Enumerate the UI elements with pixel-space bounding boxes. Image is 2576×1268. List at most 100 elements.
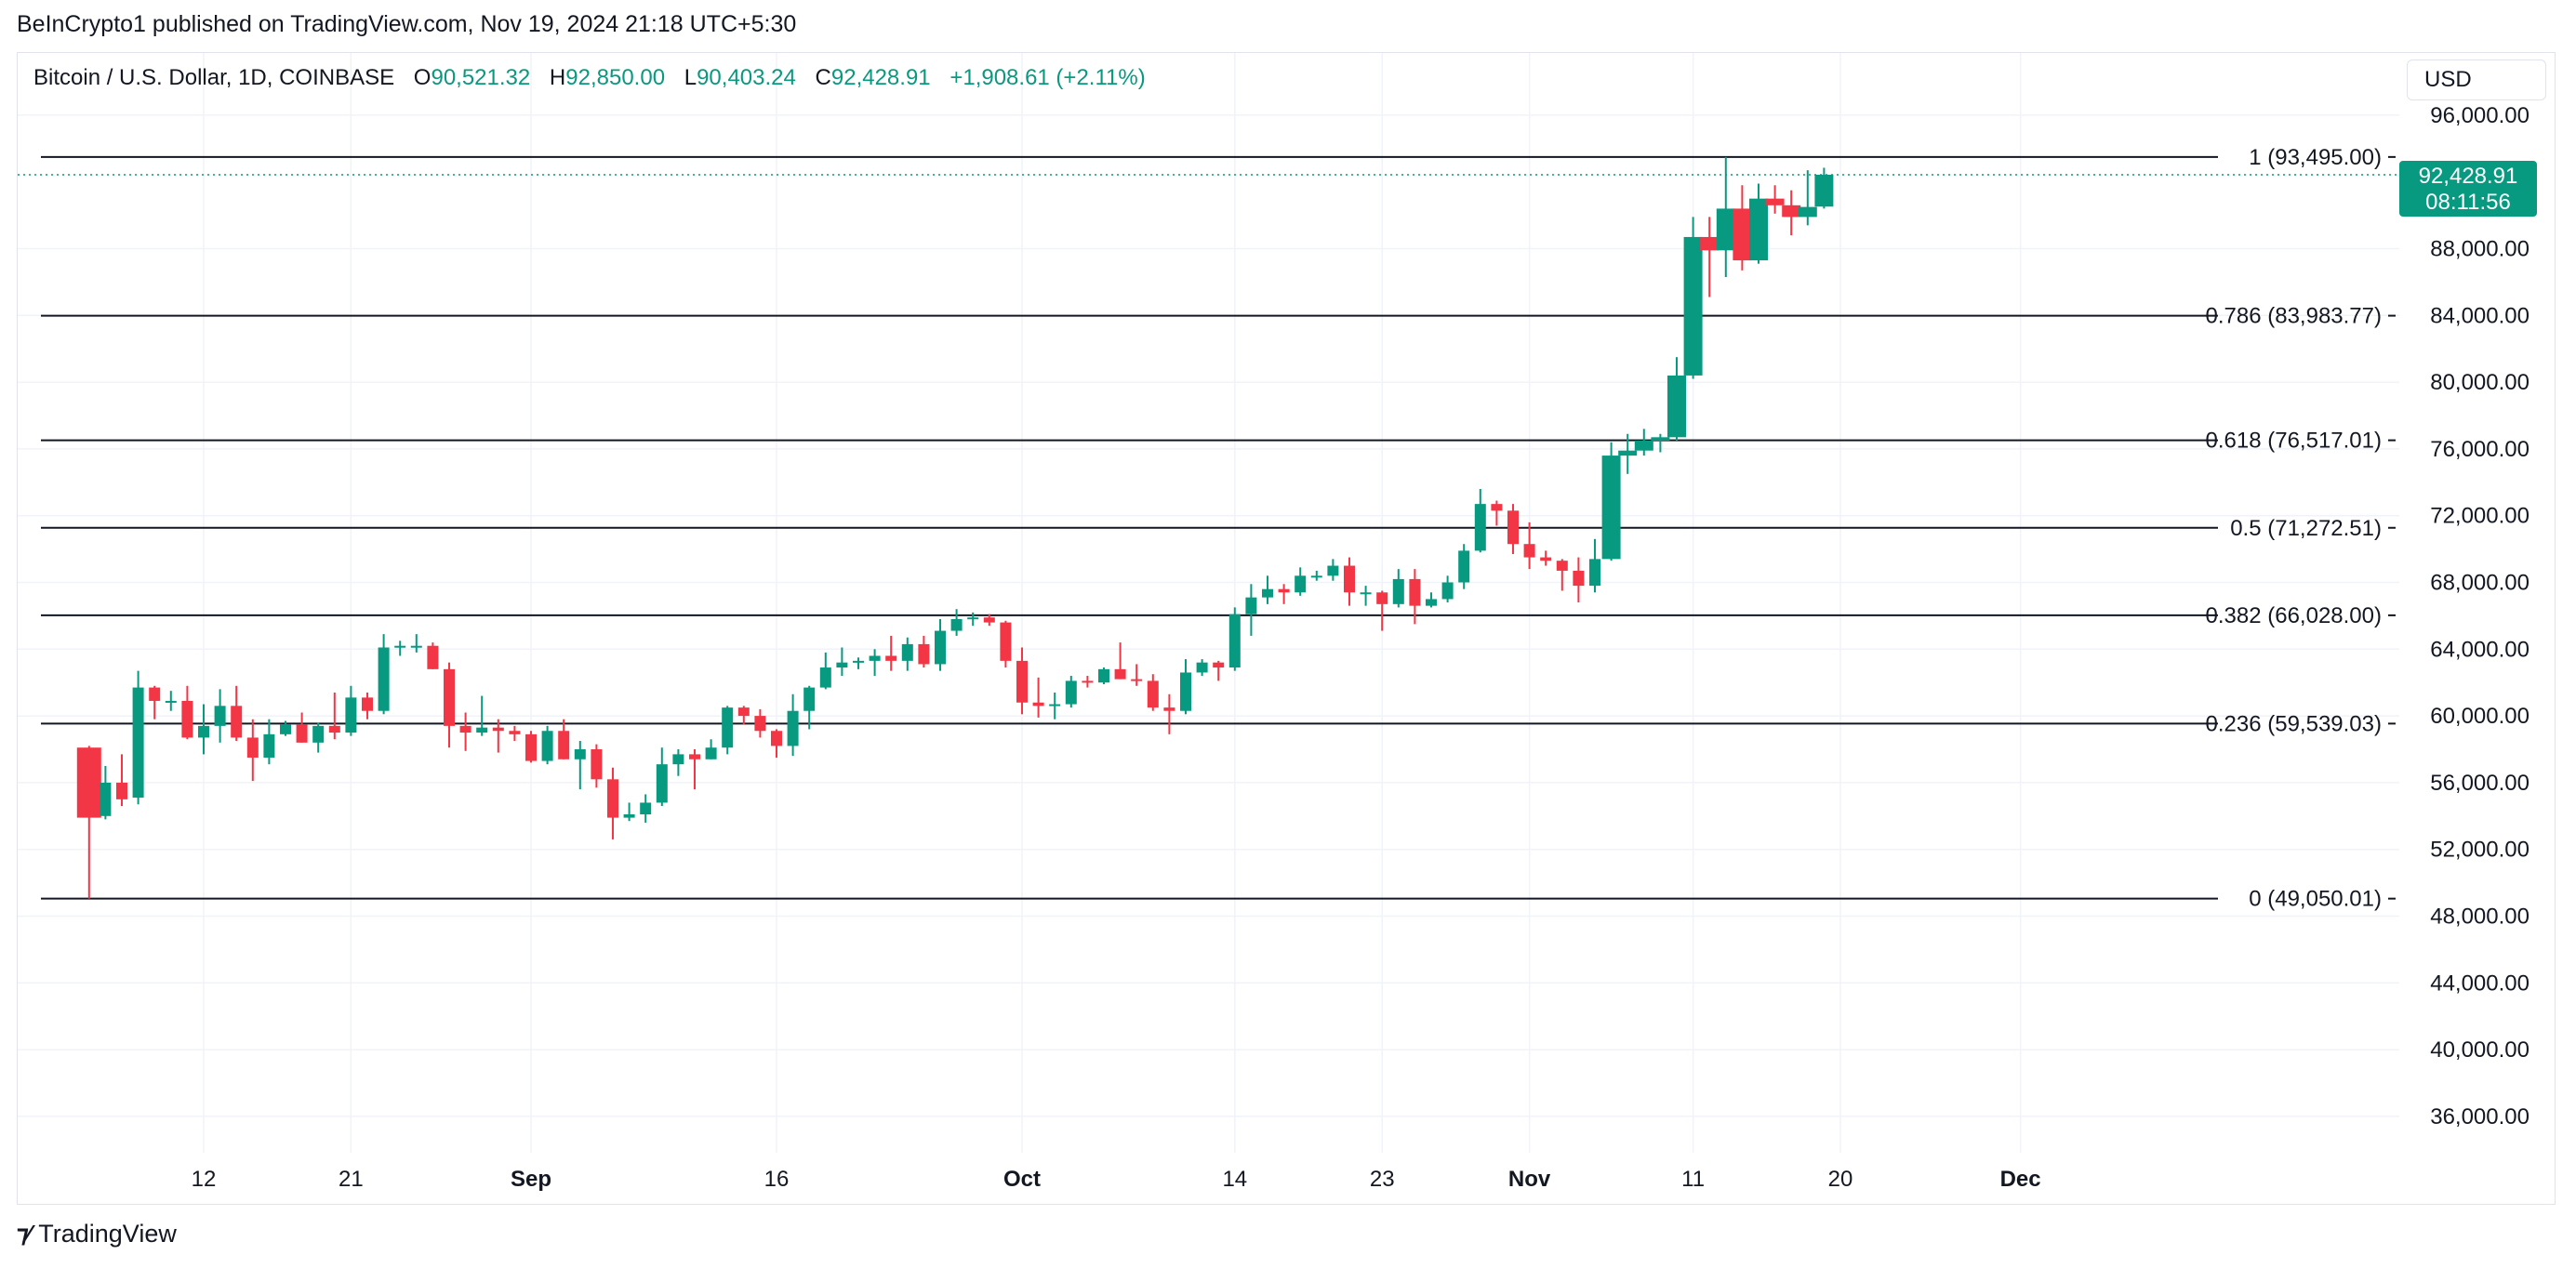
candle [1523, 522, 1535, 570]
candle [1409, 569, 1421, 625]
candle [1700, 217, 1720, 297]
candle [967, 612, 979, 627]
candle [1798, 170, 1817, 226]
currency-button[interactable]: USD [2407, 59, 2546, 100]
candle-body [1344, 565, 1355, 593]
candle-body [362, 697, 373, 711]
candle-body [492, 727, 504, 732]
candle-body [427, 645, 439, 669]
candle-body [296, 724, 308, 743]
candle-body [1491, 504, 1503, 511]
candle [362, 692, 373, 720]
candle [1634, 429, 1653, 456]
candle [1667, 357, 1686, 441]
candle [165, 691, 177, 711]
candle [1098, 667, 1109, 684]
publisher-line: BeInCrypto1 published on TradingView.com… [17, 11, 797, 37]
candle-body [1049, 704, 1061, 707]
candle-body [149, 687, 161, 701]
candle-body [1634, 440, 1653, 451]
candle-body [869, 655, 881, 661]
candle-body [607, 779, 618, 818]
candle-body [983, 617, 995, 623]
candle-body [541, 731, 553, 761]
candle [901, 637, 913, 671]
open-value: 90,521.32 [431, 65, 531, 90]
candle-body [1523, 544, 1535, 558]
candle [1245, 584, 1257, 636]
last-price-badge [2399, 161, 2537, 218]
candle [935, 618, 946, 671]
candle [1049, 692, 1061, 720]
candle-body [1196, 662, 1208, 673]
candle-body [918, 643, 930, 665]
price-tick-label: 56,000.00 [2430, 771, 2530, 796]
candle [263, 719, 275, 765]
time-tick-label: Oct [1003, 1167, 1041, 1192]
candle-body [312, 725, 325, 743]
candle-body [1667, 375, 1686, 438]
candle-body [853, 660, 864, 663]
candle-body [1245, 597, 1257, 614]
candle [1082, 676, 1094, 688]
candle-body [1262, 588, 1273, 598]
time-tick-label: 21 [339, 1167, 364, 1192]
candle-body [1749, 198, 1768, 261]
candle [1131, 664, 1143, 686]
time-tick-label: Nov [1508, 1167, 1551, 1192]
candle-body [950, 618, 963, 631]
candle [214, 689, 226, 743]
candle-body [1114, 668, 1126, 680]
candle-body [754, 716, 766, 732]
candle-body [967, 617, 979, 620]
brand-name[interactable]: TradingView [38, 1220, 177, 1248]
tradingview-logo-icon[interactable]: ⁊⁄ [17, 1220, 31, 1248]
candle [1601, 442, 1621, 561]
candle-body [1651, 437, 1670, 441]
candle-body [623, 814, 635, 818]
candle [1310, 570, 1322, 581]
candle-body [1426, 599, 1437, 606]
candle-body [1295, 575, 1307, 593]
close-label: C [815, 65, 831, 90]
candle-body [1733, 208, 1752, 261]
candle-body [689, 754, 700, 759]
time-tick-label: Sep [511, 1167, 551, 1192]
candle-body [1814, 175, 1834, 207]
high-label: H [549, 65, 566, 90]
candle-body [1016, 660, 1028, 703]
time-axis: 12 21 Sep 16 Oct 14 23 Nov 11 20 Dec [192, 1167, 2041, 1192]
candle [1540, 550, 1552, 566]
candle [198, 704, 209, 755]
candle-body [672, 754, 684, 765]
fib-label: 0.5 (71,272.51) [2230, 516, 2382, 541]
candle [181, 685, 193, 740]
candle-body [1147, 680, 1159, 708]
price-tick-label: 80,000.00 [2430, 370, 2530, 395]
countdown-value: 08:11:56 [2425, 190, 2511, 215]
time-tick-label: 14 [1222, 1167, 1247, 1192]
candle-body [100, 782, 112, 816]
candle [525, 731, 537, 763]
candle [1392, 569, 1404, 608]
candle-body [1032, 702, 1044, 707]
high-value: 92,850.00 [565, 65, 666, 90]
candle-body [935, 630, 946, 665]
candle-body [1589, 559, 1600, 587]
candle [623, 802, 635, 822]
close-value: 92,428.91 [830, 65, 931, 90]
candle-body [591, 749, 603, 780]
candle [459, 712, 471, 751]
candle-body [525, 733, 537, 761]
fib-label: 1 (93,495.00) [2249, 145, 2382, 170]
candle [1683, 217, 1703, 379]
candle-body [656, 764, 668, 803]
candle-body [181, 700, 193, 738]
candle [1016, 647, 1028, 715]
price-tick-label: 72,000.00 [2430, 504, 2530, 529]
candle-body [819, 667, 831, 688]
candle [640, 794, 652, 823]
fib-label: 0.382 (66,028.00) [2206, 603, 2382, 628]
